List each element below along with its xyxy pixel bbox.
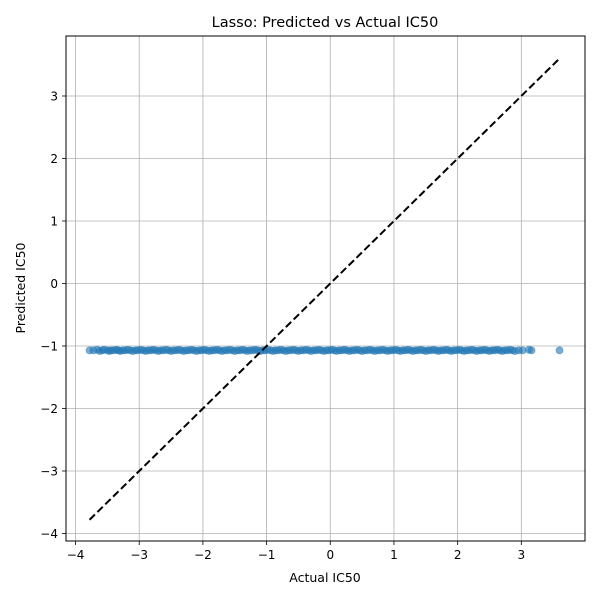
y-axis-label: Predicted IC50: [13, 242, 28, 333]
data-points: [85, 345, 564, 355]
x-tick-label: 2: [454, 548, 462, 562]
x-tick-label: −3: [130, 548, 148, 562]
plot-area-frame: [65, 35, 586, 542]
y-tick-label: 2: [50, 152, 58, 166]
x-tick-label: 1: [390, 548, 398, 562]
y-tick-label: −1: [40, 339, 58, 353]
x-axis-label: Actual IC50: [289, 570, 361, 585]
chart-title: Lasso: Predicted vs Actual IC50: [212, 15, 439, 31]
x-tick-label: 0: [326, 548, 334, 562]
x-tick-label: −4: [67, 548, 85, 562]
scatter-point: [518, 346, 527, 355]
y-tick-label: −4: [40, 527, 58, 541]
y-tick-label: 1: [50, 214, 58, 228]
scatter-point: [555, 346, 564, 355]
x-tick-label: −1: [258, 548, 276, 562]
x-tick-label: −2: [194, 548, 212, 562]
y-tick-label: −2: [40, 402, 58, 416]
y-tick-label: 0: [50, 277, 58, 291]
y-tick-label: 3: [50, 89, 58, 103]
y-tick-label: −3: [40, 464, 58, 478]
axes: −4 −3 −2 −1 0 1 2 3 −4 −3 −2 −1 0 1 2 3: [40, 89, 525, 562]
x-tick-label: 3: [517, 548, 525, 562]
scatter-point: [527, 346, 536, 355]
